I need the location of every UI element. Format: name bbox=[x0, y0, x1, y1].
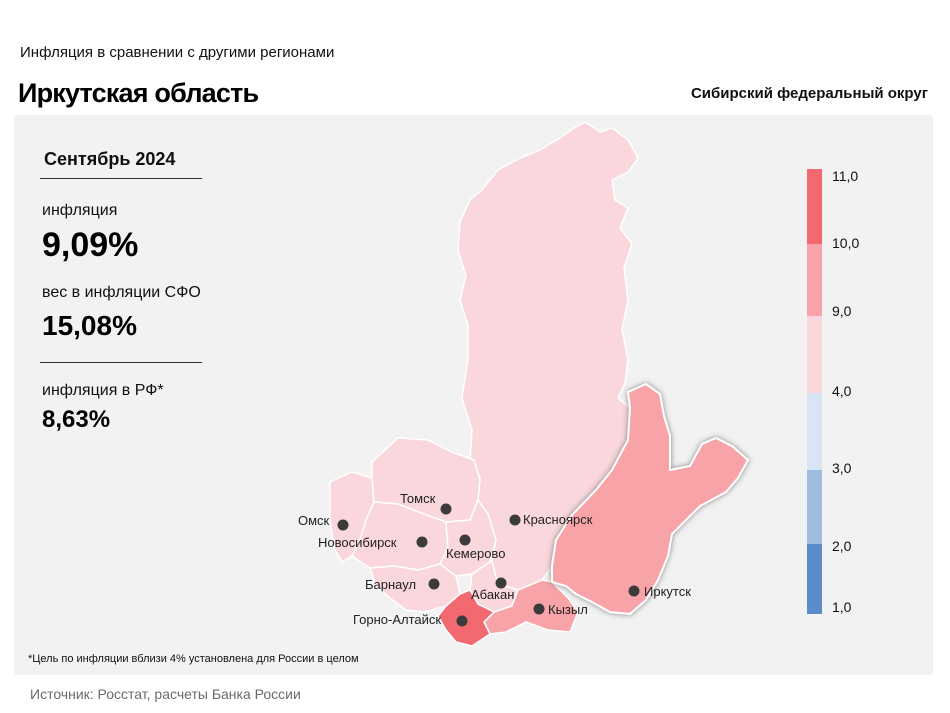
legend-label-9: 9,0 bbox=[832, 303, 852, 319]
city-dot-kemerovo bbox=[459, 534, 471, 546]
inflation-value: 9,09% bbox=[42, 226, 139, 264]
city-label-kemerovo: Кемерово bbox=[446, 546, 505, 561]
city-dot-krasnoyarsk bbox=[509, 514, 521, 526]
region-title: Иркутская область bbox=[18, 78, 259, 108]
city-label-tomsk: Томск bbox=[400, 491, 436, 506]
color-legend: 11,0 10,0 9,0 4,0 3,0 2,0 1,0 bbox=[807, 168, 859, 615]
legend-label-2: 2,0 bbox=[832, 538, 852, 554]
legend-bin-2-3 bbox=[807, 470, 822, 544]
period-label: Сентябрь 2024 bbox=[44, 149, 176, 169]
city-dot-irkutsk bbox=[628, 585, 640, 597]
source-note: Источник: Росстат, расчеты Банка России bbox=[30, 686, 301, 702]
city-dot-novosibirsk bbox=[416, 536, 428, 548]
divider-top bbox=[40, 178, 202, 179]
legend-bin-10-11 bbox=[807, 169, 822, 244]
rf-inflation-value: 8,63% bbox=[42, 406, 111, 433]
city-dot-tomsk bbox=[440, 503, 452, 515]
city-label-kyzyl: Кызыл bbox=[548, 602, 588, 617]
divider-bottom bbox=[40, 362, 202, 363]
legend-label-4: 4,0 bbox=[832, 383, 852, 399]
city-dot-abakan bbox=[495, 577, 507, 589]
legend-label-1: 1,0 bbox=[832, 599, 852, 615]
footnote: *Цель по инфляции вблизи 4% установлена … bbox=[28, 653, 359, 665]
city-label-abakan: Абакан bbox=[471, 587, 514, 602]
inflation-label: инфляция bbox=[42, 202, 118, 219]
legend-label-10: 10,0 bbox=[832, 235, 859, 251]
city-dot-barnaul bbox=[428, 578, 440, 590]
legend-bin-3-4 bbox=[807, 393, 822, 470]
region-irkutsk bbox=[551, 382, 750, 616]
city-label-irkutsk: Иркутск bbox=[644, 584, 691, 599]
weight-value: 15,08% bbox=[42, 310, 137, 341]
legend-bin-1-2 bbox=[807, 544, 822, 614]
rf-inflation-label: инфляция в РФ* bbox=[42, 382, 164, 399]
city-label-novosibirsk: Новосибирск bbox=[318, 535, 397, 550]
city-markers bbox=[337, 503, 640, 627]
federal-district-label: Сибирский федеральный округ bbox=[690, 85, 928, 102]
chart-subtitle: Инфляция в сравнении с другими регионами bbox=[20, 44, 335, 61]
legend-label-11: 11,0 bbox=[832, 168, 858, 184]
city-label-omsk: Омск bbox=[298, 513, 330, 528]
city-dot-gorno-altaisk bbox=[456, 615, 468, 627]
legend-bin-9-10 bbox=[807, 244, 822, 316]
legend-bin-4-9 bbox=[807, 316, 822, 393]
city-dot-kyzyl bbox=[533, 603, 545, 615]
city-label-barnaul: Барнаул bbox=[365, 577, 416, 592]
city-label-gorno-altaisk: Горно-Алтайск bbox=[353, 612, 441, 627]
legend-label-3: 3,0 bbox=[832, 460, 852, 476]
city-dot-omsk bbox=[337, 519, 349, 531]
city-labels: Омск Томск Красноярск Новосибирск Кемеро… bbox=[298, 491, 691, 627]
region-tyva bbox=[483, 579, 579, 635]
city-label-krasnoyarsk: Красноярск bbox=[523, 512, 593, 527]
weight-label: вес в инфляции СФО bbox=[42, 284, 201, 301]
